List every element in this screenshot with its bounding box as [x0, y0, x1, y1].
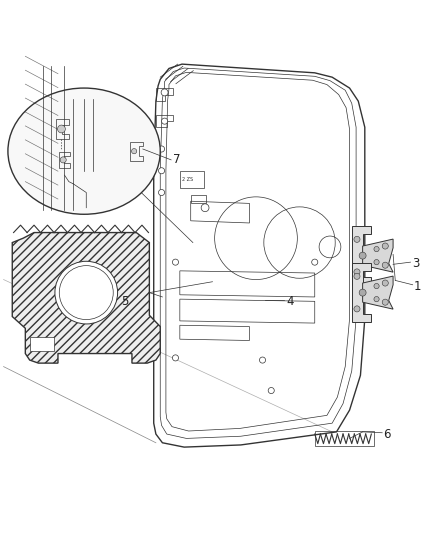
Circle shape	[57, 125, 65, 133]
Circle shape	[159, 168, 165, 174]
Text: 6: 6	[384, 427, 391, 441]
Ellipse shape	[8, 88, 160, 214]
Polygon shape	[363, 276, 393, 309]
Circle shape	[354, 236, 360, 243]
Circle shape	[173, 355, 179, 361]
Circle shape	[55, 261, 117, 324]
Polygon shape	[30, 337, 53, 351]
Text: 3: 3	[412, 256, 419, 270]
Circle shape	[354, 306, 360, 312]
Circle shape	[354, 273, 360, 279]
Circle shape	[268, 387, 274, 393]
Circle shape	[354, 269, 360, 275]
Polygon shape	[352, 226, 371, 285]
Text: 2 ZS: 2 ZS	[182, 177, 193, 182]
Circle shape	[259, 357, 265, 363]
Circle shape	[382, 280, 389, 286]
Polygon shape	[12, 232, 160, 363]
Circle shape	[374, 260, 379, 265]
Circle shape	[382, 299, 389, 305]
Circle shape	[312, 259, 318, 265]
Circle shape	[159, 189, 165, 196]
Circle shape	[162, 118, 168, 124]
Text: 1: 1	[414, 280, 421, 293]
Circle shape	[201, 204, 209, 212]
Text: 4: 4	[286, 295, 294, 308]
Circle shape	[374, 246, 379, 252]
Circle shape	[161, 89, 168, 96]
Circle shape	[359, 252, 366, 259]
Circle shape	[131, 149, 137, 154]
Circle shape	[173, 259, 179, 265]
Circle shape	[382, 262, 389, 268]
Circle shape	[60, 157, 66, 163]
Circle shape	[374, 284, 379, 289]
Text: 5: 5	[121, 295, 128, 308]
Text: 7: 7	[173, 154, 181, 166]
Circle shape	[359, 289, 366, 296]
Circle shape	[374, 296, 379, 302]
Polygon shape	[363, 239, 393, 272]
Polygon shape	[352, 263, 371, 322]
Circle shape	[382, 243, 389, 249]
Circle shape	[159, 146, 165, 152]
